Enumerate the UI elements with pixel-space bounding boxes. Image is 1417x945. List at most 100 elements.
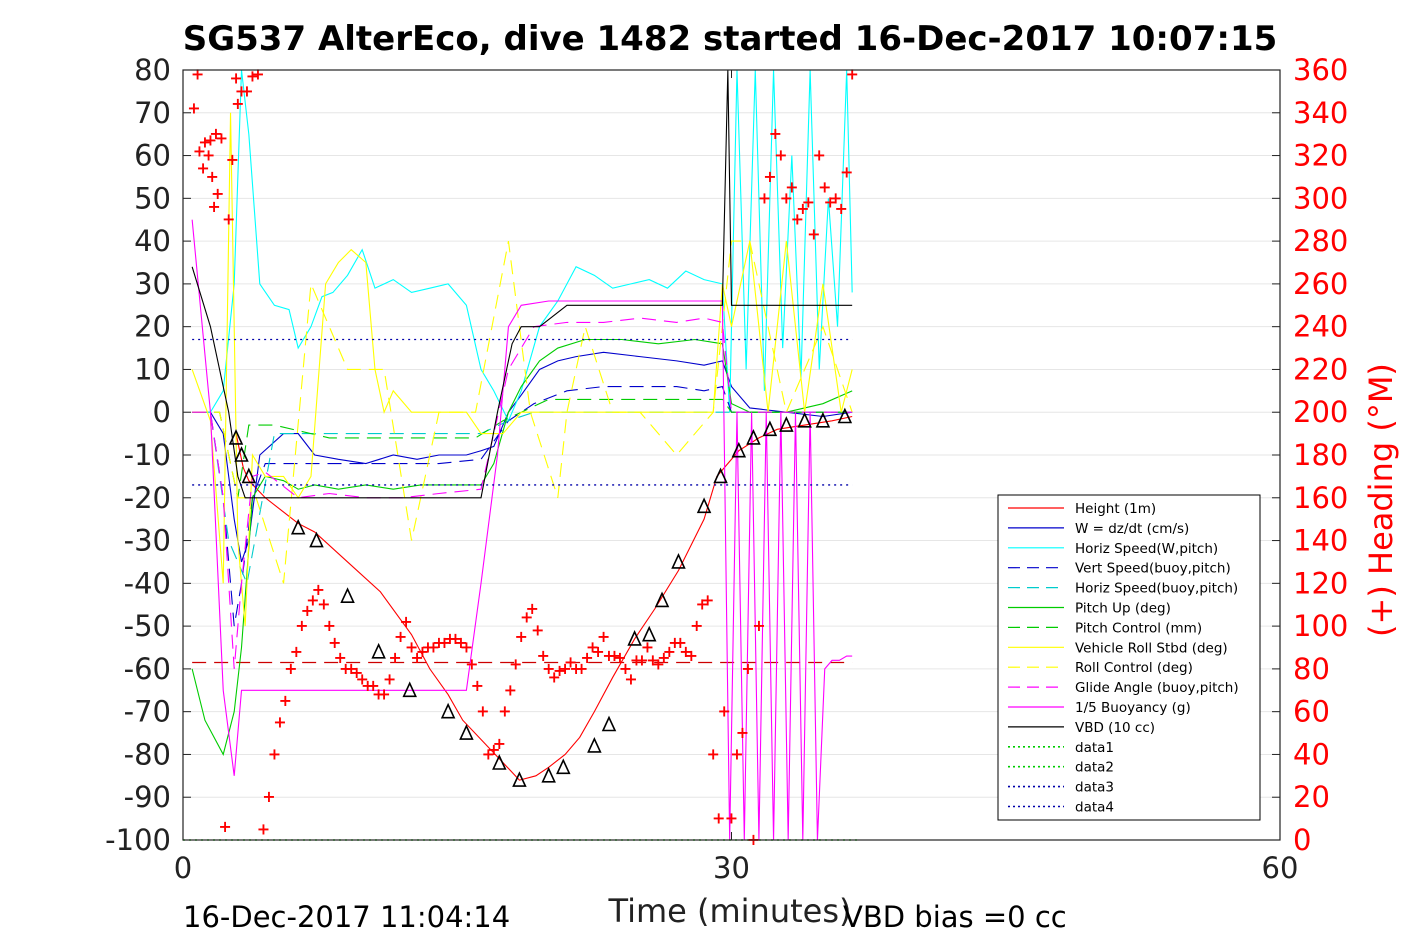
heading-point: + [752, 616, 765, 635]
heading-point: + [416, 642, 429, 661]
heading-point: + [780, 188, 793, 207]
x-tick-label: 30 [713, 851, 750, 885]
heading-point: + [191, 64, 204, 83]
heading-point: + [317, 595, 330, 614]
heading-point: + [279, 691, 292, 710]
series-line-glide-angle-buoy-pitch [192, 317, 853, 669]
heading-point: + [515, 627, 528, 646]
heading-point: + [432, 633, 445, 652]
depth-triangle [627, 630, 642, 646]
heading-point: + [410, 648, 423, 667]
heading-point: + [608, 646, 621, 665]
legend-label: Horiz Speed(W,pitch) [1075, 541, 1218, 557]
series-line-vbd-10-cc [191, 69, 853, 499]
heading-point: + [547, 667, 560, 686]
heading-point: + [377, 685, 390, 704]
depth-triangle [402, 681, 417, 698]
right-tick-label: 280 [1293, 224, 1348, 258]
depth-triangle [512, 771, 527, 787]
heading-point: + [273, 712, 286, 731]
depth-triangle [797, 411, 812, 428]
heading-point: + [818, 178, 831, 197]
right-tick-label: 20 [1293, 780, 1330, 814]
heading-point: + [196, 158, 209, 177]
heading-point: + [345, 659, 358, 678]
right-tick-label: 260 [1293, 267, 1348, 301]
heading-point: + [443, 629, 456, 648]
heading-point: + [690, 616, 703, 635]
heading-point: + [405, 638, 418, 657]
heading-point: + [701, 590, 714, 609]
right-tick-label: 120 [1293, 566, 1348, 600]
footer-vbd-bias: VBD bias =0 cc [843, 900, 1067, 934]
legend-label: Glide Angle (buoy,pitch) [1075, 680, 1239, 696]
heading-point: + [350, 663, 363, 682]
heading-point: + [306, 590, 319, 609]
heading-point: + [187, 99, 200, 118]
left-tick-label: -30 [124, 524, 171, 558]
heading-point: + [802, 193, 815, 212]
depth-triangle [731, 441, 747, 458]
heading-point: + [652, 655, 665, 674]
legend-label: 1/5 Buoyancy (g) [1075, 700, 1191, 716]
left-tick-label: 50 [134, 181, 171, 215]
heading-point: + [482, 744, 495, 763]
depth-triangle [541, 766, 556, 783]
heading-point: + [717, 702, 730, 721]
depth-triangle [234, 446, 249, 462]
left-tick-label: -70 [124, 695, 171, 729]
heading-point: + [619, 659, 632, 678]
heading-point: + [394, 627, 407, 646]
x-axis-ticks: 0 30 60 [174, 70, 1298, 885]
heading-point: + [504, 680, 517, 699]
depth-triangle [815, 411, 831, 428]
heading-point: + [449, 629, 462, 648]
heading-point: + [630, 650, 643, 669]
right-tick-label: 140 [1293, 524, 1348, 558]
legend-box [997, 494, 1261, 821]
heading-point: + [204, 131, 217, 150]
heading-point: + [366, 676, 379, 695]
heading-point: + [312, 580, 325, 599]
heading-point: + [791, 210, 804, 229]
heading-point: + [193, 141, 206, 160]
depth-triangle [696, 497, 712, 514]
depth-triangle [671, 553, 686, 569]
legend-label: Vehicle Roll Stbd (deg) [1075, 640, 1228, 656]
heading-point: + [575, 659, 588, 678]
legend-label: Roll Control (deg) [1075, 660, 1193, 676]
legend-label: Horiz Speed(buoy,pitch) [1075, 581, 1238, 597]
left-tick-label: -90 [124, 780, 171, 814]
heading-point: + [206, 167, 219, 186]
right-tick-label: 240 [1293, 310, 1348, 344]
depth-triangle [641, 625, 657, 642]
heading-point: + [262, 787, 275, 806]
legend-label: Pitch Up (deg) [1075, 601, 1171, 617]
heading-point: + [730, 744, 743, 763]
heading-point: + [657, 648, 670, 667]
depth-triangle [309, 531, 324, 548]
legend-label: data2 [1075, 760, 1114, 776]
legend-label: Vert Speed(buoy,pitch) [1075, 561, 1231, 577]
right-tick-label: 0 [1293, 823, 1311, 857]
heading-point: + [536, 646, 549, 665]
heading-point: + [372, 685, 385, 704]
heading-markers: ++++++++++++++++++++++++++++++++++++++++… [187, 64, 859, 849]
right-tick-label: 220 [1293, 352, 1348, 386]
heading-point: + [465, 655, 478, 674]
depth-triangle [779, 416, 794, 432]
heading-point: + [251, 64, 264, 83]
right-axis-ticks: 3603403203002802602402202001801601401201… [1272, 53, 1348, 857]
heading-point: + [498, 702, 511, 721]
heading-point: + [591, 642, 604, 661]
heading-point: + [198, 133, 211, 152]
heading-point: + [685, 646, 698, 665]
depth-triangle [601, 715, 617, 732]
heading-point: + [226, 150, 239, 169]
heading-point: + [663, 642, 676, 661]
heading-point: + [635, 650, 648, 669]
left-tick-label: -40 [124, 566, 171, 600]
heading-point: + [553, 661, 566, 680]
x-tick-label: 0 [174, 851, 192, 885]
heading-point: + [454, 633, 467, 652]
